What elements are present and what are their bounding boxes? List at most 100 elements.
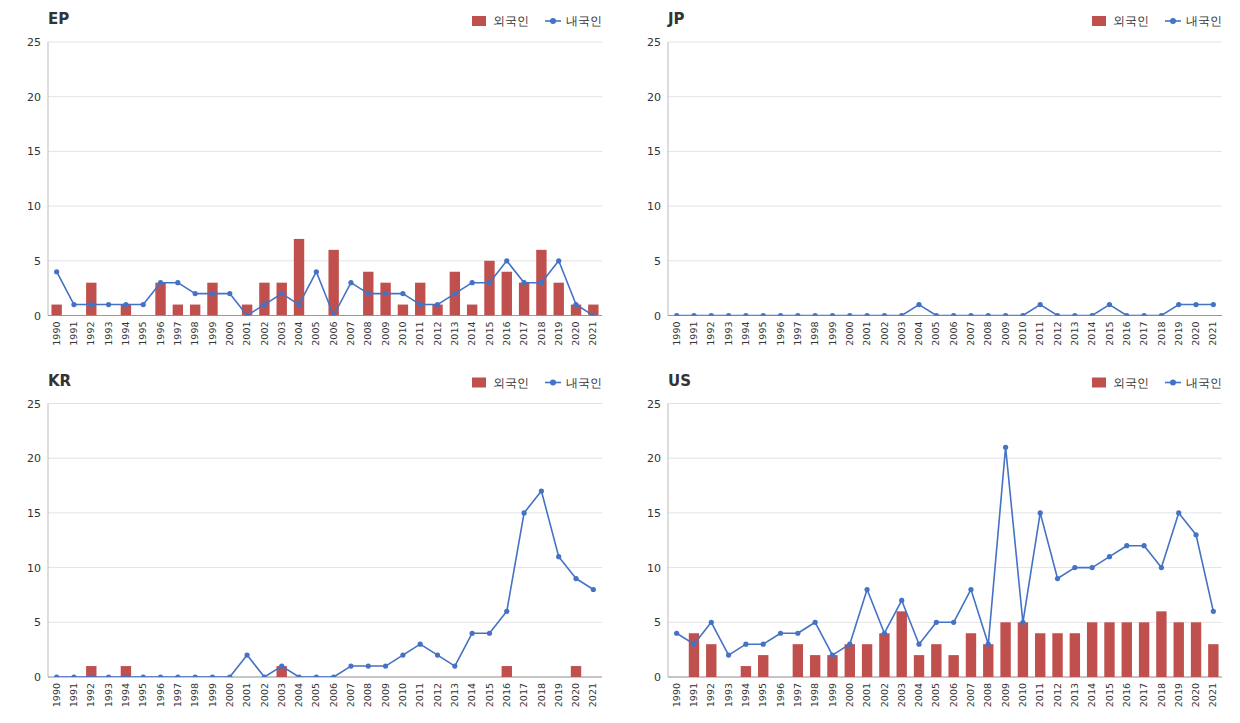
line-marker — [1038, 510, 1043, 515]
x-tick-label: 2021 — [587, 322, 598, 346]
line-marker — [1055, 576, 1060, 581]
line-marker — [709, 313, 714, 316]
legend-label: 외국인 — [1113, 376, 1149, 390]
x-tick-label: 1992 — [85, 322, 96, 346]
legend-item: 내국인 — [1165, 14, 1222, 28]
bar — [1052, 633, 1062, 677]
x-tick-label: 1990 — [51, 322, 62, 346]
plot-area — [54, 488, 596, 677]
line — [677, 305, 1214, 316]
x-tick-label: 2000 — [844, 322, 855, 346]
bar — [432, 677, 442, 678]
x-tick-label: 2015 — [1104, 322, 1115, 346]
line-marker — [296, 302, 301, 307]
bar — [1174, 315, 1184, 316]
line-marker — [123, 674, 128, 677]
bar — [741, 666, 751, 677]
bar — [554, 283, 564, 316]
legend-label: 외국인 — [493, 14, 529, 28]
bar — [225, 315, 235, 316]
x-tick-label: 2015 — [1104, 683, 1115, 707]
x-tick-label: 2005 — [310, 322, 321, 346]
x-tick-label: 1999 — [827, 322, 838, 346]
bar — [879, 633, 889, 677]
line-marker — [573, 576, 578, 581]
bar — [897, 611, 907, 677]
x-tick-label: 2005 — [310, 683, 321, 707]
bar — [502, 666, 512, 677]
bar — [723, 677, 733, 678]
line-marker — [470, 280, 475, 285]
x-tick-label: 2016 — [1121, 322, 1132, 346]
line-marker — [1107, 302, 1112, 307]
bar — [671, 677, 681, 678]
grid-line — [668, 206, 1222, 207]
line-marker — [778, 313, 783, 316]
line-marker — [210, 291, 215, 296]
x-tick-label: 2014 — [466, 322, 477, 346]
bar — [502, 272, 512, 316]
x-tick-label: 2001 — [241, 322, 252, 346]
x-tick-label: 2016 — [501, 683, 512, 707]
x-tick-label: 2013 — [449, 683, 460, 707]
x-tick-label: 2012 — [432, 322, 443, 346]
line-marker — [691, 313, 696, 316]
bar — [1208, 315, 1218, 316]
x-tick-label: 2004 — [293, 683, 304, 707]
x-tick-label: 2002 — [259, 322, 270, 346]
y-tick-label: 25 — [27, 36, 41, 49]
line-marker — [813, 313, 818, 316]
panel: US05101520251990199119921993199419951996… — [647, 372, 1222, 708]
bar — [346, 315, 356, 316]
line-marker — [1090, 313, 1095, 316]
x-tick-label: 2014 — [1086, 322, 1097, 346]
x-tick-label: 1996 — [775, 322, 786, 346]
line-marker — [1003, 313, 1008, 316]
line-marker — [314, 674, 319, 677]
x-tick-label: 2019 — [553, 322, 564, 346]
y-tick-label: 0 — [654, 671, 661, 684]
legend-label: 내국인 — [1186, 14, 1222, 28]
line-marker — [71, 302, 76, 307]
grid-line — [48, 96, 602, 97]
line-marker — [1141, 313, 1146, 316]
bar — [484, 677, 494, 678]
grid-line — [668, 96, 1222, 97]
line-marker — [986, 313, 991, 316]
line-marker — [1193, 302, 1198, 307]
line-marker — [1159, 313, 1164, 316]
x-tick-label: 2000 — [844, 683, 855, 707]
x-tick-label: 2005 — [930, 322, 941, 346]
legend: 외국인내국인 — [1092, 376, 1222, 390]
line-marker — [674, 631, 679, 636]
x-tick-label: 1994 — [120, 322, 131, 346]
line-marker — [141, 674, 146, 677]
line-marker — [1038, 302, 1043, 307]
x-tick-label: 2004 — [293, 322, 304, 346]
grid-line — [668, 458, 1222, 459]
x-tick-label: 2010 — [397, 322, 408, 346]
line-marker — [591, 313, 596, 316]
x-tick-label: 2003 — [276, 322, 287, 346]
y-tick-label: 0 — [654, 310, 661, 323]
x-tick-label: 2021 — [1207, 322, 1218, 346]
line-marker — [830, 653, 835, 658]
legend-swatch — [550, 18, 556, 24]
bar — [827, 655, 837, 677]
grid-line — [48, 458, 602, 459]
legend-item: 외국인 — [472, 14, 529, 28]
legend-swatch — [1092, 378, 1106, 388]
legend-swatch — [472, 378, 486, 388]
x-tick-label: 2002 — [259, 683, 270, 707]
x-tick-label: 2020 — [1190, 683, 1201, 707]
bar — [467, 305, 477, 316]
panel: JP05101520251990199119921993199419951996… — [647, 10, 1222, 346]
panel-title: US — [668, 372, 691, 390]
legend: 외국인내국인 — [472, 376, 602, 390]
bar — [519, 283, 529, 316]
bar — [415, 283, 425, 316]
line-marker — [968, 313, 973, 316]
x-tick-label: 1999 — [827, 683, 838, 707]
bar — [1174, 622, 1184, 677]
grid-line — [668, 567, 1222, 568]
